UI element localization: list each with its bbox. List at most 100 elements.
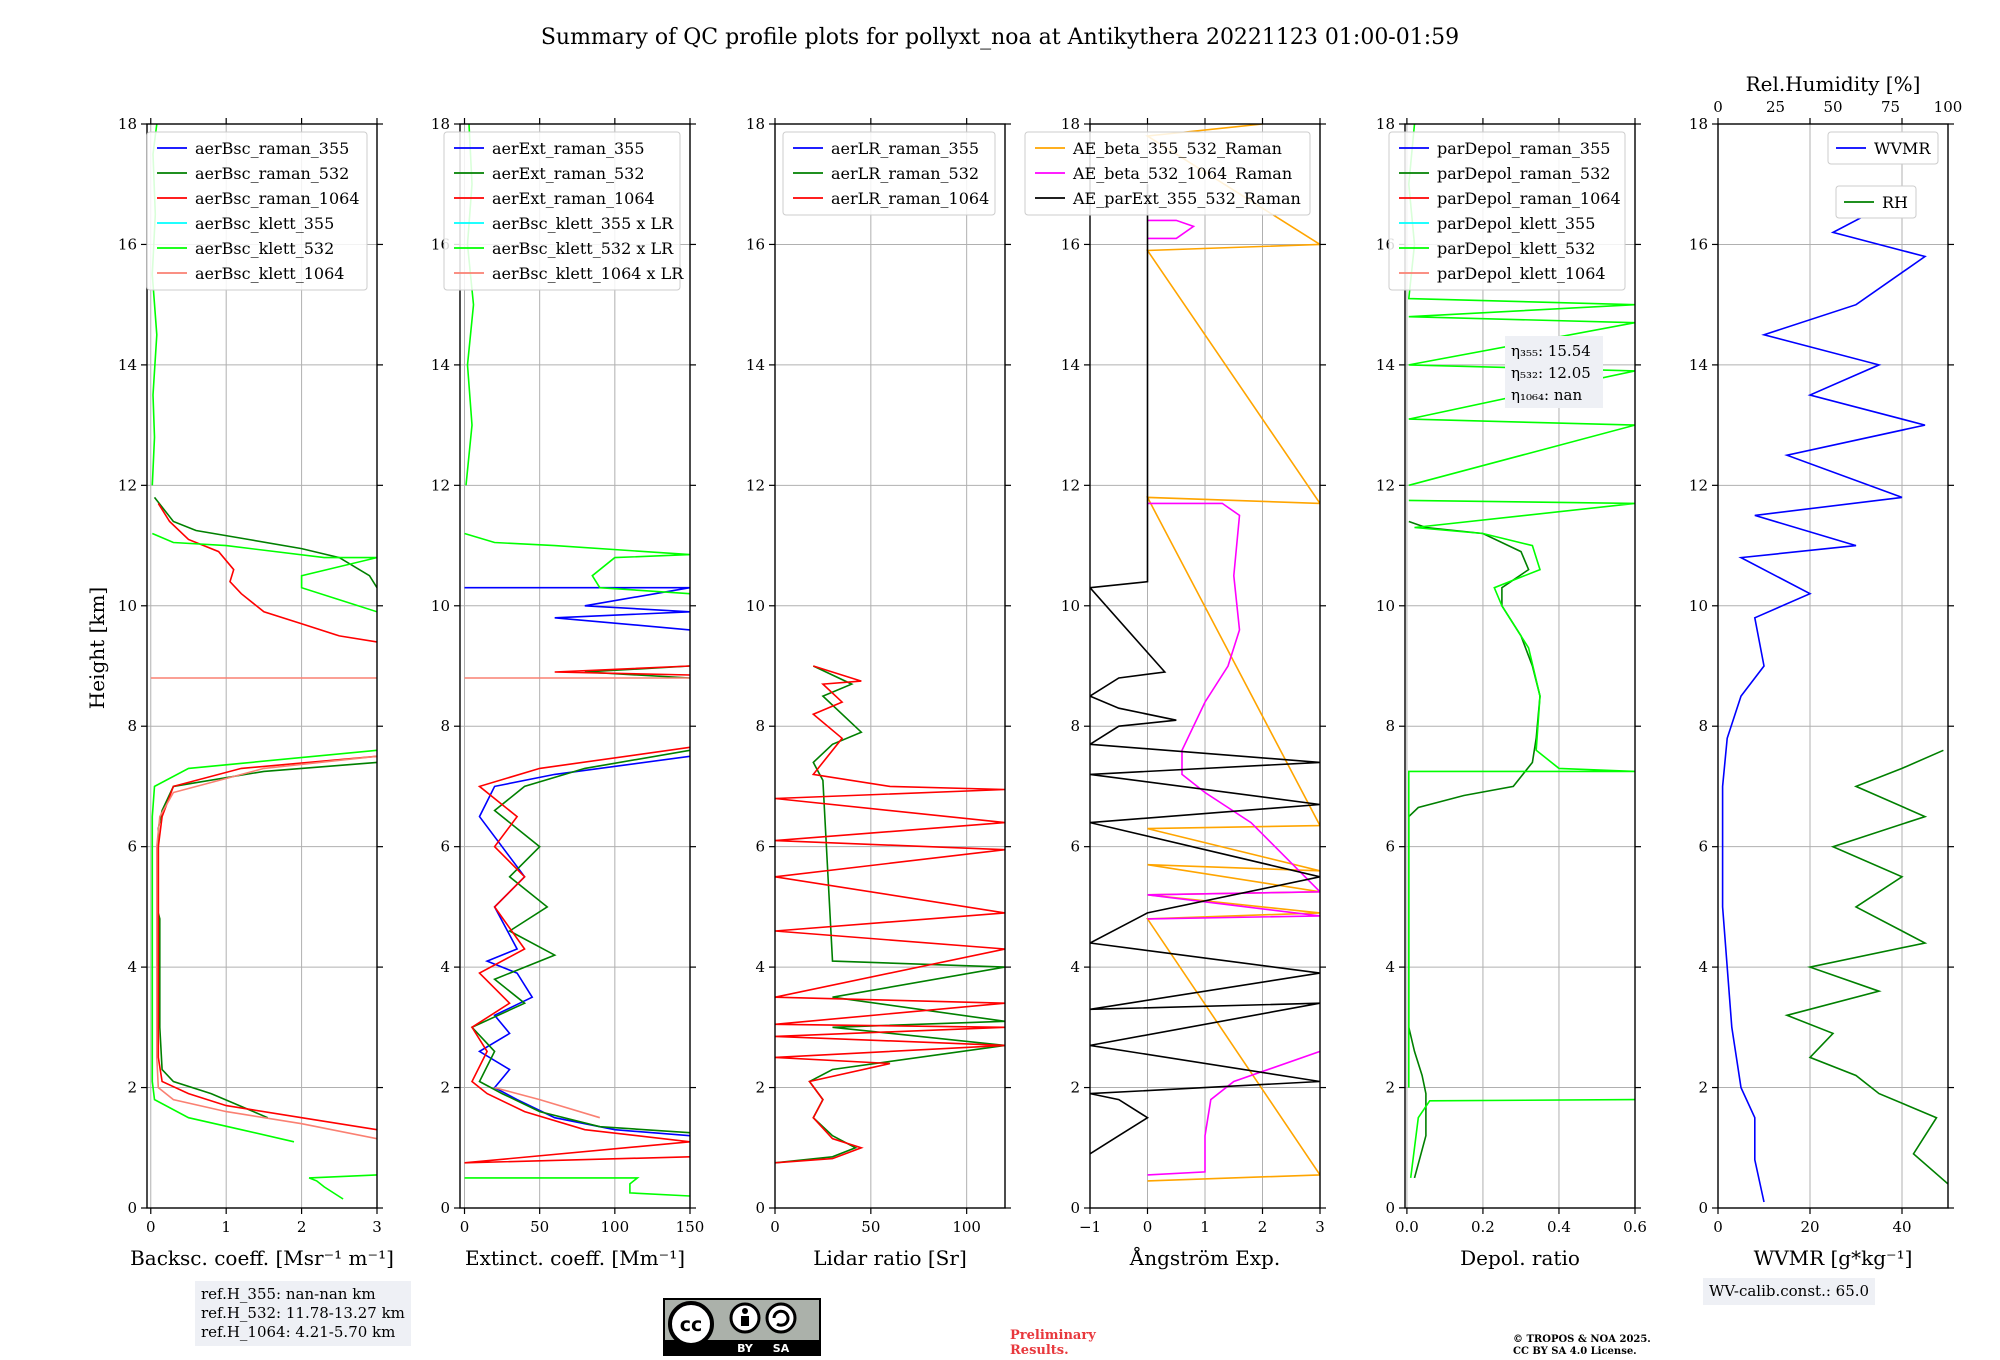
x-axis-label: Lidar ratio [Sr]	[813, 1246, 967, 1270]
y-tick-label: 12	[1689, 476, 1708, 494]
y-tick-label: 14	[118, 356, 137, 374]
series-line-AE_beta_532_1064_Raman_upper	[1147, 502, 1320, 920]
x-axis-label: WVMR [g*kg⁻¹]	[1754, 1246, 1913, 1270]
sa-recycle-icon	[765, 1302, 797, 1334]
y-tick-label: 16	[746, 235, 765, 253]
y-tick-label: 6	[1385, 838, 1395, 856]
x-axis-label: Depol. ratio	[1460, 1246, 1580, 1270]
legend-label: AE_parExt_355_532_Raman	[1072, 189, 1301, 208]
x-axis-label: Backsc. coeff. [Msr⁻¹ m⁻¹]	[130, 1246, 394, 1270]
eta-1064-label: η₁₀₆₄: nan	[1511, 386, 1582, 404]
y-tick-label: 8	[1698, 717, 1708, 735]
y-tick-label: 4	[1698, 958, 1708, 976]
panel-3: 0 50 100 0 2 4 6 8 10 12 14 16 18 Lidar ratio [Sr] aer…	[746, 115, 1011, 1270]
y-tick-label: 10	[1376, 597, 1395, 615]
legend-box	[1827, 131, 1939, 165]
cc-sa-label: SA	[773, 1342, 790, 1355]
x-tick-label: 40	[1892, 1218, 1911, 1236]
legend-label: AE_beta_355_532_Raman	[1072, 139, 1282, 158]
y-tick-label: 14	[1689, 356, 1708, 374]
x-tick-label: 3	[1315, 1218, 1325, 1236]
legend-box	[146, 131, 368, 291]
y-tick-label: 2	[1385, 1079, 1395, 1097]
y-tick-label: 14	[431, 356, 450, 374]
legend-label: parDepol_raman_1064	[1437, 189, 1621, 208]
y-tick-label: 4	[1385, 958, 1395, 976]
series-line-aerExt_raman_532	[470, 749, 690, 1134]
y-tick-label: 0	[755, 1199, 765, 1217]
y-tick-label: 12	[746, 476, 765, 494]
y-tick-label: 2	[755, 1079, 765, 1097]
legend-label: AE_beta_532_1064_Raman	[1072, 164, 1292, 183]
y-tick-label: 8	[440, 717, 450, 735]
y-tick-label: 18	[1061, 115, 1080, 133]
cc-by-label: BY	[737, 1342, 754, 1355]
y-tick-label: 8	[1385, 717, 1395, 735]
legend-box	[443, 131, 681, 291]
legend-label: parDepol_raman_355	[1437, 139, 1610, 158]
x-axis-label: Ångström Exp.	[1129, 1245, 1280, 1270]
y-tick-label: 0	[1385, 1199, 1395, 1217]
y-tick-label: 2	[440, 1079, 450, 1097]
wv-calib-box: WV-calib.const.: 65.0	[1703, 1278, 1876, 1305]
x-tick-label: 150	[676, 1218, 705, 1236]
series-line-RH	[1784, 749, 1948, 1185]
y-tick-label: 8	[1070, 717, 1080, 735]
y-axis-label: Height [km]	[85, 587, 109, 709]
series-line-aerBsc_klett_532	[308, 1174, 377, 1200]
series-group	[1090, 124, 1320, 1182]
x-tick-label: 0	[1713, 1218, 1723, 1236]
legend-label: aerBsc_klett_355 x LR	[492, 214, 674, 233]
y-tick-label: 16	[1061, 235, 1080, 253]
y-tick-label: 18	[1376, 115, 1395, 133]
series-line-aerBsc_raman_1064	[157, 755, 377, 1131]
series-group	[464, 124, 690, 1197]
legend-label: parDepol_raman_532	[1437, 164, 1610, 183]
y-tick-label: 8	[127, 717, 137, 735]
y-tick-label: 12	[1061, 476, 1080, 494]
x-tick-label: 100	[952, 1218, 981, 1236]
y-tick-label: 6	[1698, 838, 1708, 856]
x-tick-label: 50	[861, 1218, 880, 1236]
series-line-AE_parExt_355_532_Raman	[1090, 184, 1320, 1155]
y-tick-label: 6	[440, 838, 450, 856]
y-tick-label: 0	[1070, 1199, 1080, 1217]
legend-label: parDepol_klett_355	[1437, 214, 1595, 233]
y-tick-label: 16	[1689, 235, 1708, 253]
legend-box	[1388, 131, 1626, 291]
legend-label: aerExt_raman_1064	[492, 189, 655, 208]
legend-box	[1835, 185, 1917, 219]
panel-6: 0 20 40 0 2 4 6 8 10 12 14 16 18 WVMR [g*kg⁻¹] 0 25 50 75…	[1689, 72, 1962, 1270]
x-tick-label: 20	[1800, 1218, 1819, 1236]
legend-label: aerBsc_klett_355	[195, 214, 334, 233]
series-line-aerBsc_raman_532	[157, 761, 377, 1119]
copyright-note: © TROPOS & NOA 2025. CC BY SA 4.0 Licens…	[1513, 1334, 1651, 1357]
y-tick-label: 14	[1061, 356, 1080, 374]
x-tick-label: 0	[460, 1218, 470, 1236]
series-line-aerBsc_klett_1064	[156, 755, 377, 1140]
y-tick-label: 18	[431, 115, 450, 133]
figure-title: Summary of QC profile plots for pollyxt_…	[541, 25, 1459, 50]
y-tick-label: 0	[127, 1199, 137, 1217]
series-group	[1721, 207, 1948, 1203]
cc-icon	[668, 1301, 714, 1347]
y-tick-label: 18	[746, 115, 765, 133]
y-tick-label: 4	[127, 958, 137, 976]
y-tick-label: 18	[1689, 115, 1708, 133]
series-line-aerExt_raman_355	[477, 755, 690, 1137]
x-tick-label: 0.4	[1547, 1218, 1571, 1236]
x-tick-label: 100	[601, 1218, 630, 1236]
y-tick-label: 10	[746, 597, 765, 615]
y-tick-label: 14	[746, 356, 765, 374]
series-line-aerExt_raman_1064	[464, 746, 690, 1164]
cc-by-sa-badge: cc BY SA	[663, 1298, 821, 1356]
legend-label: RH	[1882, 193, 1908, 212]
y-tick-label: 10	[118, 597, 137, 615]
axes-frame	[1717, 123, 1949, 1209]
x-tick-label: 2	[1258, 1218, 1268, 1236]
x-top-axis-label: Rel.Humidity [%]	[1746, 72, 1921, 96]
series-line-aerBsc_raman_532_upper	[153, 496, 377, 589]
legend-label: aerBsc_klett_532 x LR	[492, 239, 674, 258]
